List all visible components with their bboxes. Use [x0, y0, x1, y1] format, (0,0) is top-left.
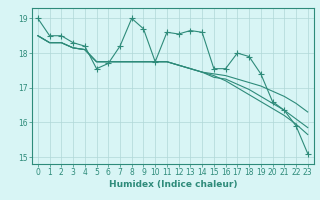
X-axis label: Humidex (Indice chaleur): Humidex (Indice chaleur): [108, 180, 237, 189]
